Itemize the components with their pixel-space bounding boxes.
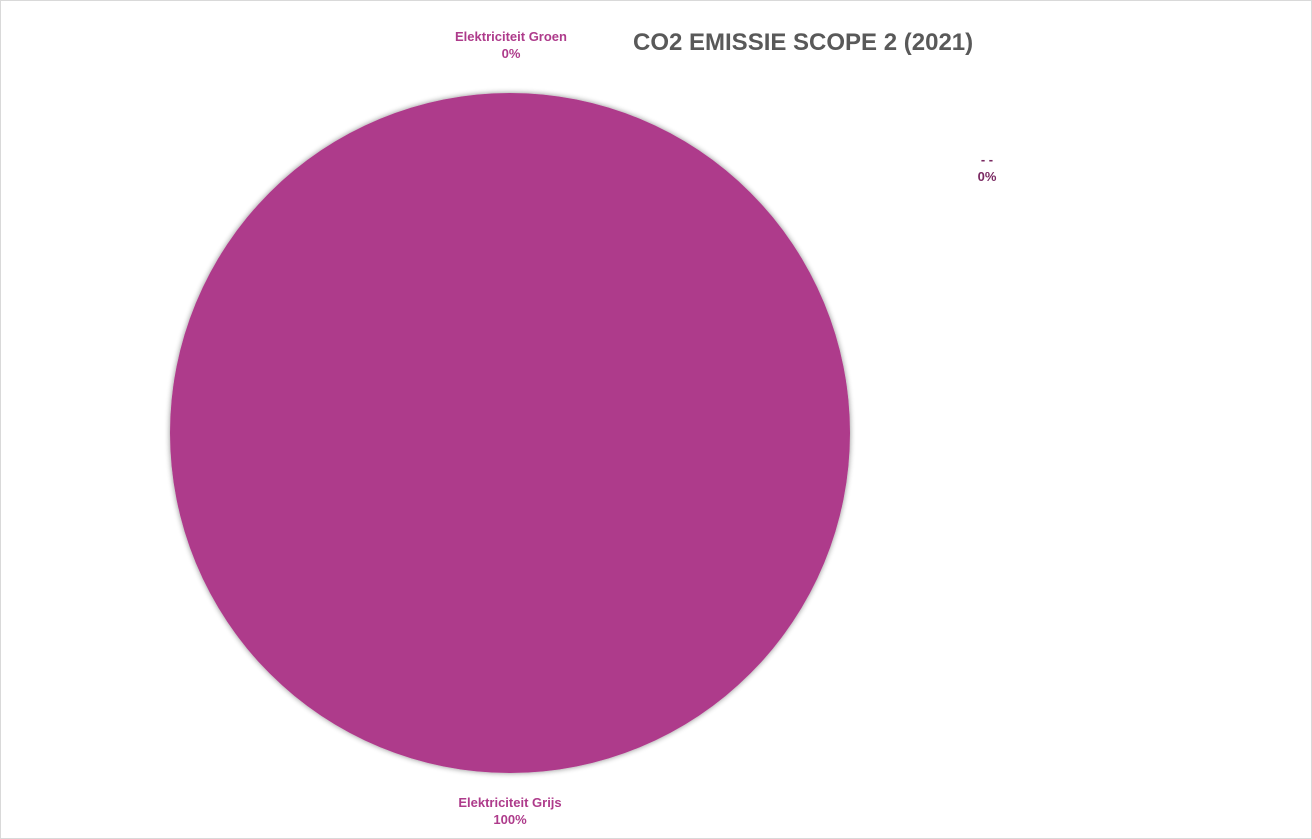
slice-percent: 0% xyxy=(501,46,521,61)
slice-name: Elektriciteit Grijs xyxy=(458,795,562,810)
slice-percent: 0% xyxy=(977,169,997,184)
chart-title: CO2 EMISSIE SCOPE 2 (2021) xyxy=(633,29,974,56)
pie-slice-elektriciteit-grijs xyxy=(170,93,850,773)
data-label-elektriciteit-groen: Elektriciteit Groen 0% xyxy=(401,28,621,62)
data-label-dash: - - 0% xyxy=(937,151,1037,185)
data-label-elektriciteit-grijs: Elektriciteit Grijs 100% xyxy=(400,794,620,828)
slice-name: - - xyxy=(980,152,994,167)
slice-name: Elektriciteit Groen xyxy=(455,29,567,44)
slice-percent: 100% xyxy=(493,812,527,827)
